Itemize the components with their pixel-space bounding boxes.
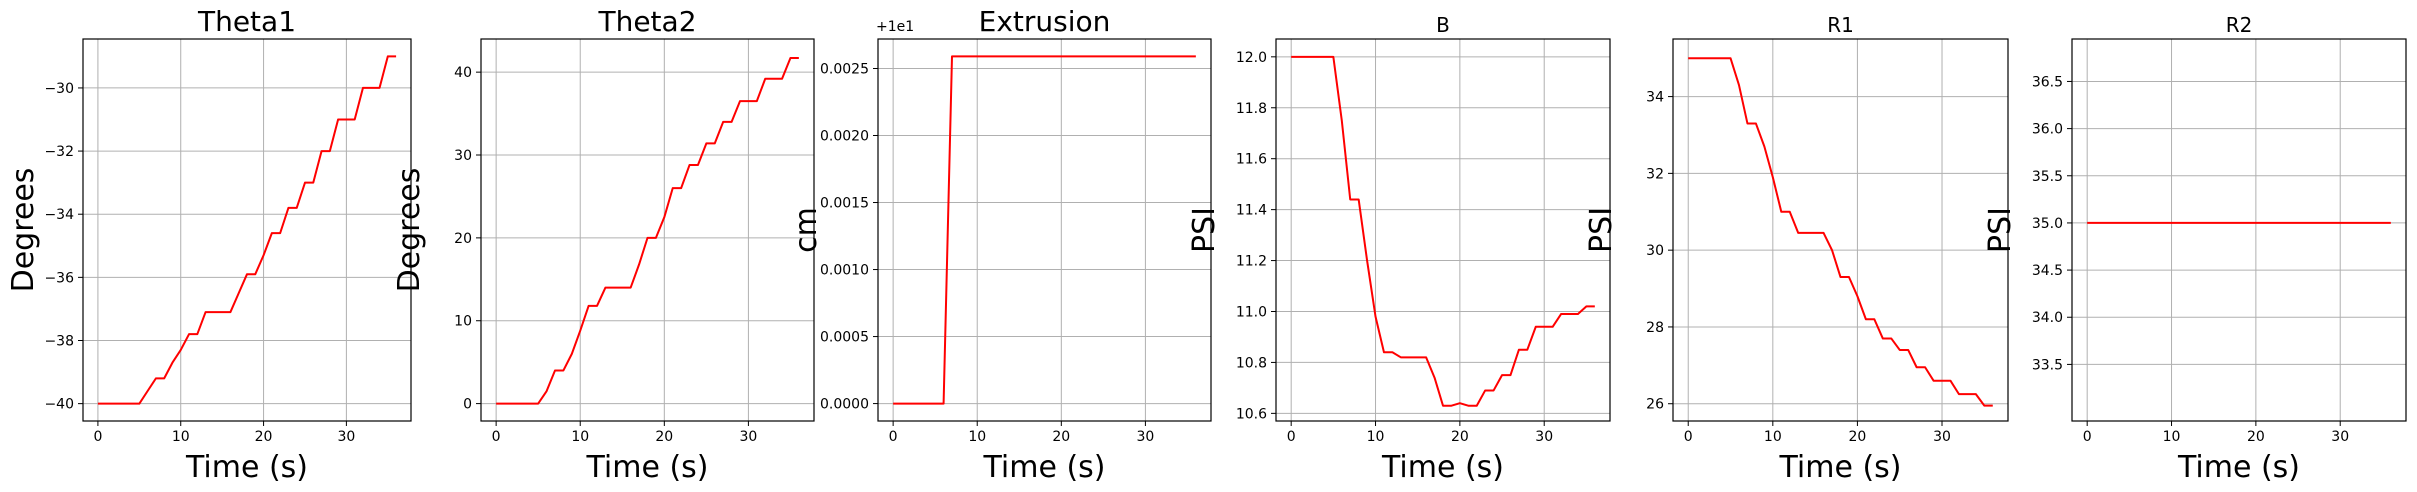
- axes-frame: [82, 38, 412, 422]
- data-series-line: [1688, 57, 1993, 407]
- y-tick-label: 35.0: [2032, 216, 2063, 232]
- y-tick-label: 12.0: [1236, 50, 1267, 66]
- y-tick-label: 0.0010: [820, 263, 869, 279]
- y-tick-label: 34.5: [2032, 263, 2063, 279]
- chart-panel-5: 0 10 20 30 26 28 30 32 34 R1 Time (s) PSI: [1584, 13, 2009, 485]
- x-tick-label: 10: [2163, 429, 2181, 445]
- y-axis-label: PSI: [1584, 207, 1619, 253]
- chart-panel-3: 0 10 20 30 0.0000 0.0005 0.0010 0.0015 0.0020 0.0…: [789, 5, 1212, 485]
- data-series-line: [496, 57, 799, 405]
- x-tick-label: 20: [255, 429, 273, 445]
- y-tick-label: 11.8: [1236, 101, 1267, 117]
- x-tick-label: 30: [1535, 429, 1553, 445]
- y-tick-label: 40: [454, 65, 472, 81]
- chart-title: Theta2: [597, 5, 696, 38]
- y-tick-label: 11.2: [1236, 254, 1267, 270]
- x-tick-label: 30: [2331, 429, 2349, 445]
- y-tick-label: 0.0005: [820, 330, 869, 346]
- chart-panel-6: 0 10 20 30 33.5 34.0 34.5 35.0 35.5 36.0 36.5 R2 Tim…: [1983, 13, 2407, 485]
- x-tick-label: 20: [1451, 429, 1469, 445]
- x-tick-label: 30: [1136, 429, 1154, 445]
- y-tick-label: −34: [44, 207, 74, 223]
- x-tick-label: 0: [1287, 429, 1296, 445]
- x-tick-label: 10: [172, 429, 190, 445]
- y-tick-label: 30: [1646, 243, 1664, 259]
- chart-panel-4: 0 10 20 30 10.6 10.8 11.0 11.2 11.4 11.6 11.8 12.0 B…: [1187, 13, 1611, 485]
- y-axis-label: Degrees: [392, 168, 427, 293]
- x-tick-label: 0: [889, 429, 898, 445]
- x-axis-label: Time (s): [586, 450, 709, 485]
- y-tick-label: 36.5: [2032, 74, 2063, 90]
- axes-frame: [1672, 38, 2009, 422]
- y-tick-label: 34.0: [2032, 310, 2063, 326]
- x-tick-label: 10: [1764, 429, 1782, 445]
- x-tick-label: 0: [492, 429, 501, 445]
- x-axis-label: Time (s): [1381, 450, 1504, 485]
- x-tick-label: 10: [968, 429, 986, 445]
- x-tick-label: 30: [1933, 429, 1951, 445]
- y-tick-label: 30: [454, 148, 472, 164]
- y-tick-label: 28: [1646, 320, 1664, 336]
- y-axis-label: PSI: [1187, 207, 1222, 253]
- y-tick-label: 0.0015: [820, 196, 869, 212]
- data-series-line: [1291, 55, 1595, 407]
- y-tick-label: 32: [1646, 166, 1664, 182]
- y-tick-label: 11.0: [1236, 304, 1267, 320]
- y-tick-label: −40: [44, 397, 74, 413]
- x-axis-label: Time (s): [1779, 450, 1902, 485]
- axes-frame: [1275, 38, 1611, 422]
- y-tick-label: −36: [44, 270, 74, 286]
- y-axis-label: cm: [789, 207, 824, 253]
- axes-frame: [480, 38, 815, 422]
- y-tick-label: 11.6: [1236, 152, 1267, 168]
- y-tick-label: 0.0020: [820, 129, 869, 145]
- axes-frame: [877, 38, 1212, 422]
- x-axis-label: Time (s): [2177, 450, 2300, 485]
- x-axis-label: Time (s): [185, 450, 308, 485]
- y-tick-label: −30: [44, 81, 74, 97]
- y-tick-label: 10: [454, 314, 472, 330]
- x-tick-label: 20: [655, 429, 673, 445]
- chart-panel-1: 0 10 20 30 −40 −38 −36 −34 −32 −30 Theta1 Time (s) D…: [6, 5, 412, 485]
- chart-title: R2: [2226, 13, 2253, 37]
- data-series-line: [97, 55, 397, 405]
- y-axis-label: PSI: [1983, 207, 2018, 253]
- chart-title: Theta1: [197, 5, 296, 38]
- chart-title: R1: [1827, 13, 1854, 37]
- y-tick-label: 35.5: [2032, 169, 2063, 185]
- y-tick-label: −32: [44, 144, 74, 160]
- y-tick-label: 0.0000: [820, 397, 869, 413]
- x-tick-label: 0: [93, 429, 102, 445]
- y-tick-label: 0: [463, 397, 472, 413]
- x-tick-label: 20: [1849, 429, 1867, 445]
- y-tick-label: 11.4: [1236, 203, 1267, 219]
- x-tick-label: 10: [1367, 429, 1385, 445]
- y-tick-label: 36.0: [2032, 122, 2063, 138]
- x-tick-label: 30: [337, 429, 355, 445]
- chart-panel-2: 0 10 20 30 0 10 20 30 40 Theta2 Time (s) Degrees: [392, 5, 815, 485]
- axis-offset-label: +1e1: [876, 19, 914, 35]
- y-tick-label: 0.0025: [820, 61, 869, 77]
- x-axis-label: Time (s): [983, 450, 1106, 485]
- y-axis-label: Degrees: [6, 168, 41, 293]
- y-tick-label: 33.5: [2032, 357, 2063, 373]
- x-tick-label: 30: [739, 429, 757, 445]
- chart-title: B: [1436, 13, 1450, 37]
- x-tick-label: 0: [1684, 429, 1693, 445]
- y-tick-label: −38: [44, 333, 74, 349]
- x-tick-label: 10: [571, 429, 589, 445]
- y-tick-label: 10.6: [1236, 406, 1267, 422]
- axes-frame: [2071, 38, 2407, 422]
- y-tick-label: 20: [454, 231, 472, 247]
- x-tick-label: 20: [1052, 429, 1070, 445]
- y-tick-label: 34: [1646, 90, 1664, 106]
- x-tick-label: 20: [2247, 429, 2265, 445]
- y-tick-label: 10.8: [1236, 355, 1267, 371]
- y-tick-label: 26: [1646, 397, 1664, 413]
- x-tick-label: 0: [2083, 429, 2092, 445]
- chart-title: Extrusion: [979, 5, 1111, 38]
- data-series-line: [893, 55, 1196, 405]
